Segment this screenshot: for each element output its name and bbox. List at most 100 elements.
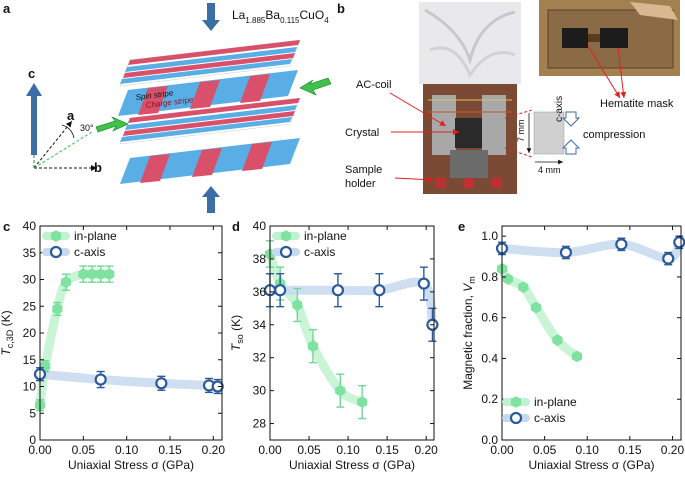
y-label-sub: so: [235, 334, 245, 344]
x-tick-label: 0.20: [661, 443, 685, 457]
legend-marker-in-plane: [50, 230, 62, 242]
panel-label-c: c: [3, 219, 10, 234]
data-point-c-axis: [673, 236, 685, 249]
y-tick-label: 0.6: [481, 311, 498, 325]
data-point-in-plane: [531, 301, 542, 314]
x-tick-label: 0.05: [533, 443, 557, 457]
data-point-in-plane: [518, 281, 529, 293]
y-tick-label: 10: [23, 380, 37, 394]
y-label-unit: (K): [0, 310, 13, 329]
panel-d: d 28 30 32 34 36 38 40 0.00 0.05 0.10 0.15 0.20Unia…: [229, 219, 439, 472]
panel-b: b: [337, 0, 680, 194]
y-axis-label: Tso (K): [229, 315, 245, 351]
chart-e: 0.0 0.2 0.4 0.6 0.8 1.0 0.00 0.05 0.10 0.15 0.20 Un…: [461, 225, 685, 472]
x-tick-label: 0.05: [297, 443, 321, 457]
legend-label: in-plane: [304, 229, 347, 243]
series-band-c-axis: [497, 237, 684, 264]
angle-label: 30°: [80, 123, 94, 133]
series-band-in-plane: [35, 269, 114, 410]
data-point-in-plane: [571, 350, 583, 363]
dim-horizontal-label: 4 mm: [538, 165, 561, 175]
plot-frame: [39, 225, 223, 441]
x-tick-label: 0.15: [158, 443, 182, 457]
y-tick-label: 35: [23, 246, 37, 260]
data-point-in-plane: [292, 299, 303, 311]
chart-d: 28 30 32 34 36 38 40 0.00 0.05 0.10 0.15 0.20Uniaxi…: [229, 219, 439, 472]
data-point-in-plane: [307, 340, 318, 352]
y-tick-label: 0.2: [481, 392, 498, 406]
y-tick-label: 32: [253, 351, 267, 365]
chart-c: 0 5 10 15 20 25 30 35 40 0.00 0.05 0.10 0.15 0.20 Unia…: [0, 219, 225, 472]
y-tick-label: 1.0: [481, 229, 498, 243]
y-label-sub: m: [467, 276, 477, 284]
data-point-c-axis: [331, 284, 345, 297]
y-tick-label: 36: [253, 285, 267, 299]
y-label-unit: (K): [229, 315, 243, 334]
y-tick-label: 25: [23, 299, 37, 313]
legend-marker-in-plane: [280, 230, 292, 242]
layer-1: [119, 39, 301, 87]
y-tick-label: 5: [29, 406, 36, 420]
panel-e: e 0.0 0.2 0.4 0.6 0.8 1.0 0.00 0.05 0.10 0.15 0.20…: [458, 219, 685, 472]
crystal-inset: c-axis 7 mm 4 mm compression: [516, 96, 645, 175]
legend-label: c-axis: [304, 245, 335, 259]
x-tick-label: 0.20: [415, 443, 439, 457]
data-point-c-axis: [417, 277, 430, 290]
legend-marker-c-axis: [509, 411, 523, 425]
legend-label: in-plane: [534, 395, 577, 409]
formula-label: La1.885Ba0.115CuO4: [232, 8, 329, 25]
y-label-text: Magnetic fraction,: [461, 292, 475, 390]
ac-coil-label: AC-coil: [356, 79, 391, 91]
data-point-in-plane: [335, 384, 346, 397]
legend-marker-c-axis: [49, 245, 63, 259]
x-tick-label: 0.00: [28, 443, 52, 457]
y-tick-label: 20: [23, 326, 37, 340]
x-tick-label: 0.10: [115, 443, 139, 457]
layer-2: Spin stripe Charge stripe: [118, 70, 298, 116]
legend-marker-in-plane: [510, 396, 522, 408]
data-point-c-axis: [211, 380, 224, 393]
data-point-c-axis: [662, 252, 675, 265]
y-tick-label: 30: [23, 273, 37, 287]
y-axis-label: Tc,3D (K): [0, 310, 15, 355]
axis-c-label: c: [28, 66, 35, 81]
sample-holder-label-1: Sample: [345, 164, 382, 176]
y-tick-label: 40: [23, 219, 37, 233]
data-point-in-plane: [60, 276, 72, 288]
legend-marker-c-axis: [279, 245, 293, 259]
sample-holder-label-2: holder: [345, 178, 376, 190]
y-tick-label: 0.0: [481, 433, 498, 447]
y-tick-label: 30: [253, 384, 267, 398]
x-tick-label: 0.00: [490, 443, 514, 457]
dim-vertical-label: 7 mm: [516, 120, 526, 143]
plot-frame: [269, 225, 435, 441]
layer-3: [119, 97, 301, 145]
y-tick-label: 34: [253, 318, 267, 332]
panel-a: a La1.885Ba0.115CuO4 Spin str: [3, 1, 332, 213]
axis-b-label: b: [94, 160, 102, 175]
x-tick-label: 0.05: [72, 443, 96, 457]
x-tick-label: 0.10: [576, 443, 600, 457]
layer-4: [120, 138, 300, 184]
axis-a-label: a: [67, 108, 75, 123]
y-tick-label: 0.8: [481, 270, 498, 284]
y-tick-label: 40: [253, 219, 267, 233]
y-label-sub: c,3D: [5, 329, 15, 348]
series-band-c-axis: [35, 369, 223, 391]
axes-triad: c a b 30°: [26, 66, 102, 175]
y-label-var: T: [229, 342, 243, 351]
panel-label-b: b: [337, 1, 345, 16]
compression-label: compression: [583, 129, 645, 141]
crystal-label: Crystal: [345, 127, 379, 139]
y-tick-label: 38: [253, 252, 267, 266]
data-point-c-axis: [615, 238, 628, 251]
data-point-c-axis: [155, 377, 168, 390]
x-tick-label: 0.10: [336, 443, 360, 457]
y-label-var: T: [0, 347, 13, 356]
data-point-in-plane: [52, 303, 63, 315]
y-axis-label: Magnetic fraction, Vm: [461, 276, 477, 390]
data-point-in-plane: [357, 396, 368, 408]
panel-c: c 0 5 10 15 20 25 30 35 40 0.00 0.05 0.10 0.15 0.20 Un…: [0, 219, 225, 472]
panel-label-e: e: [458, 219, 465, 234]
